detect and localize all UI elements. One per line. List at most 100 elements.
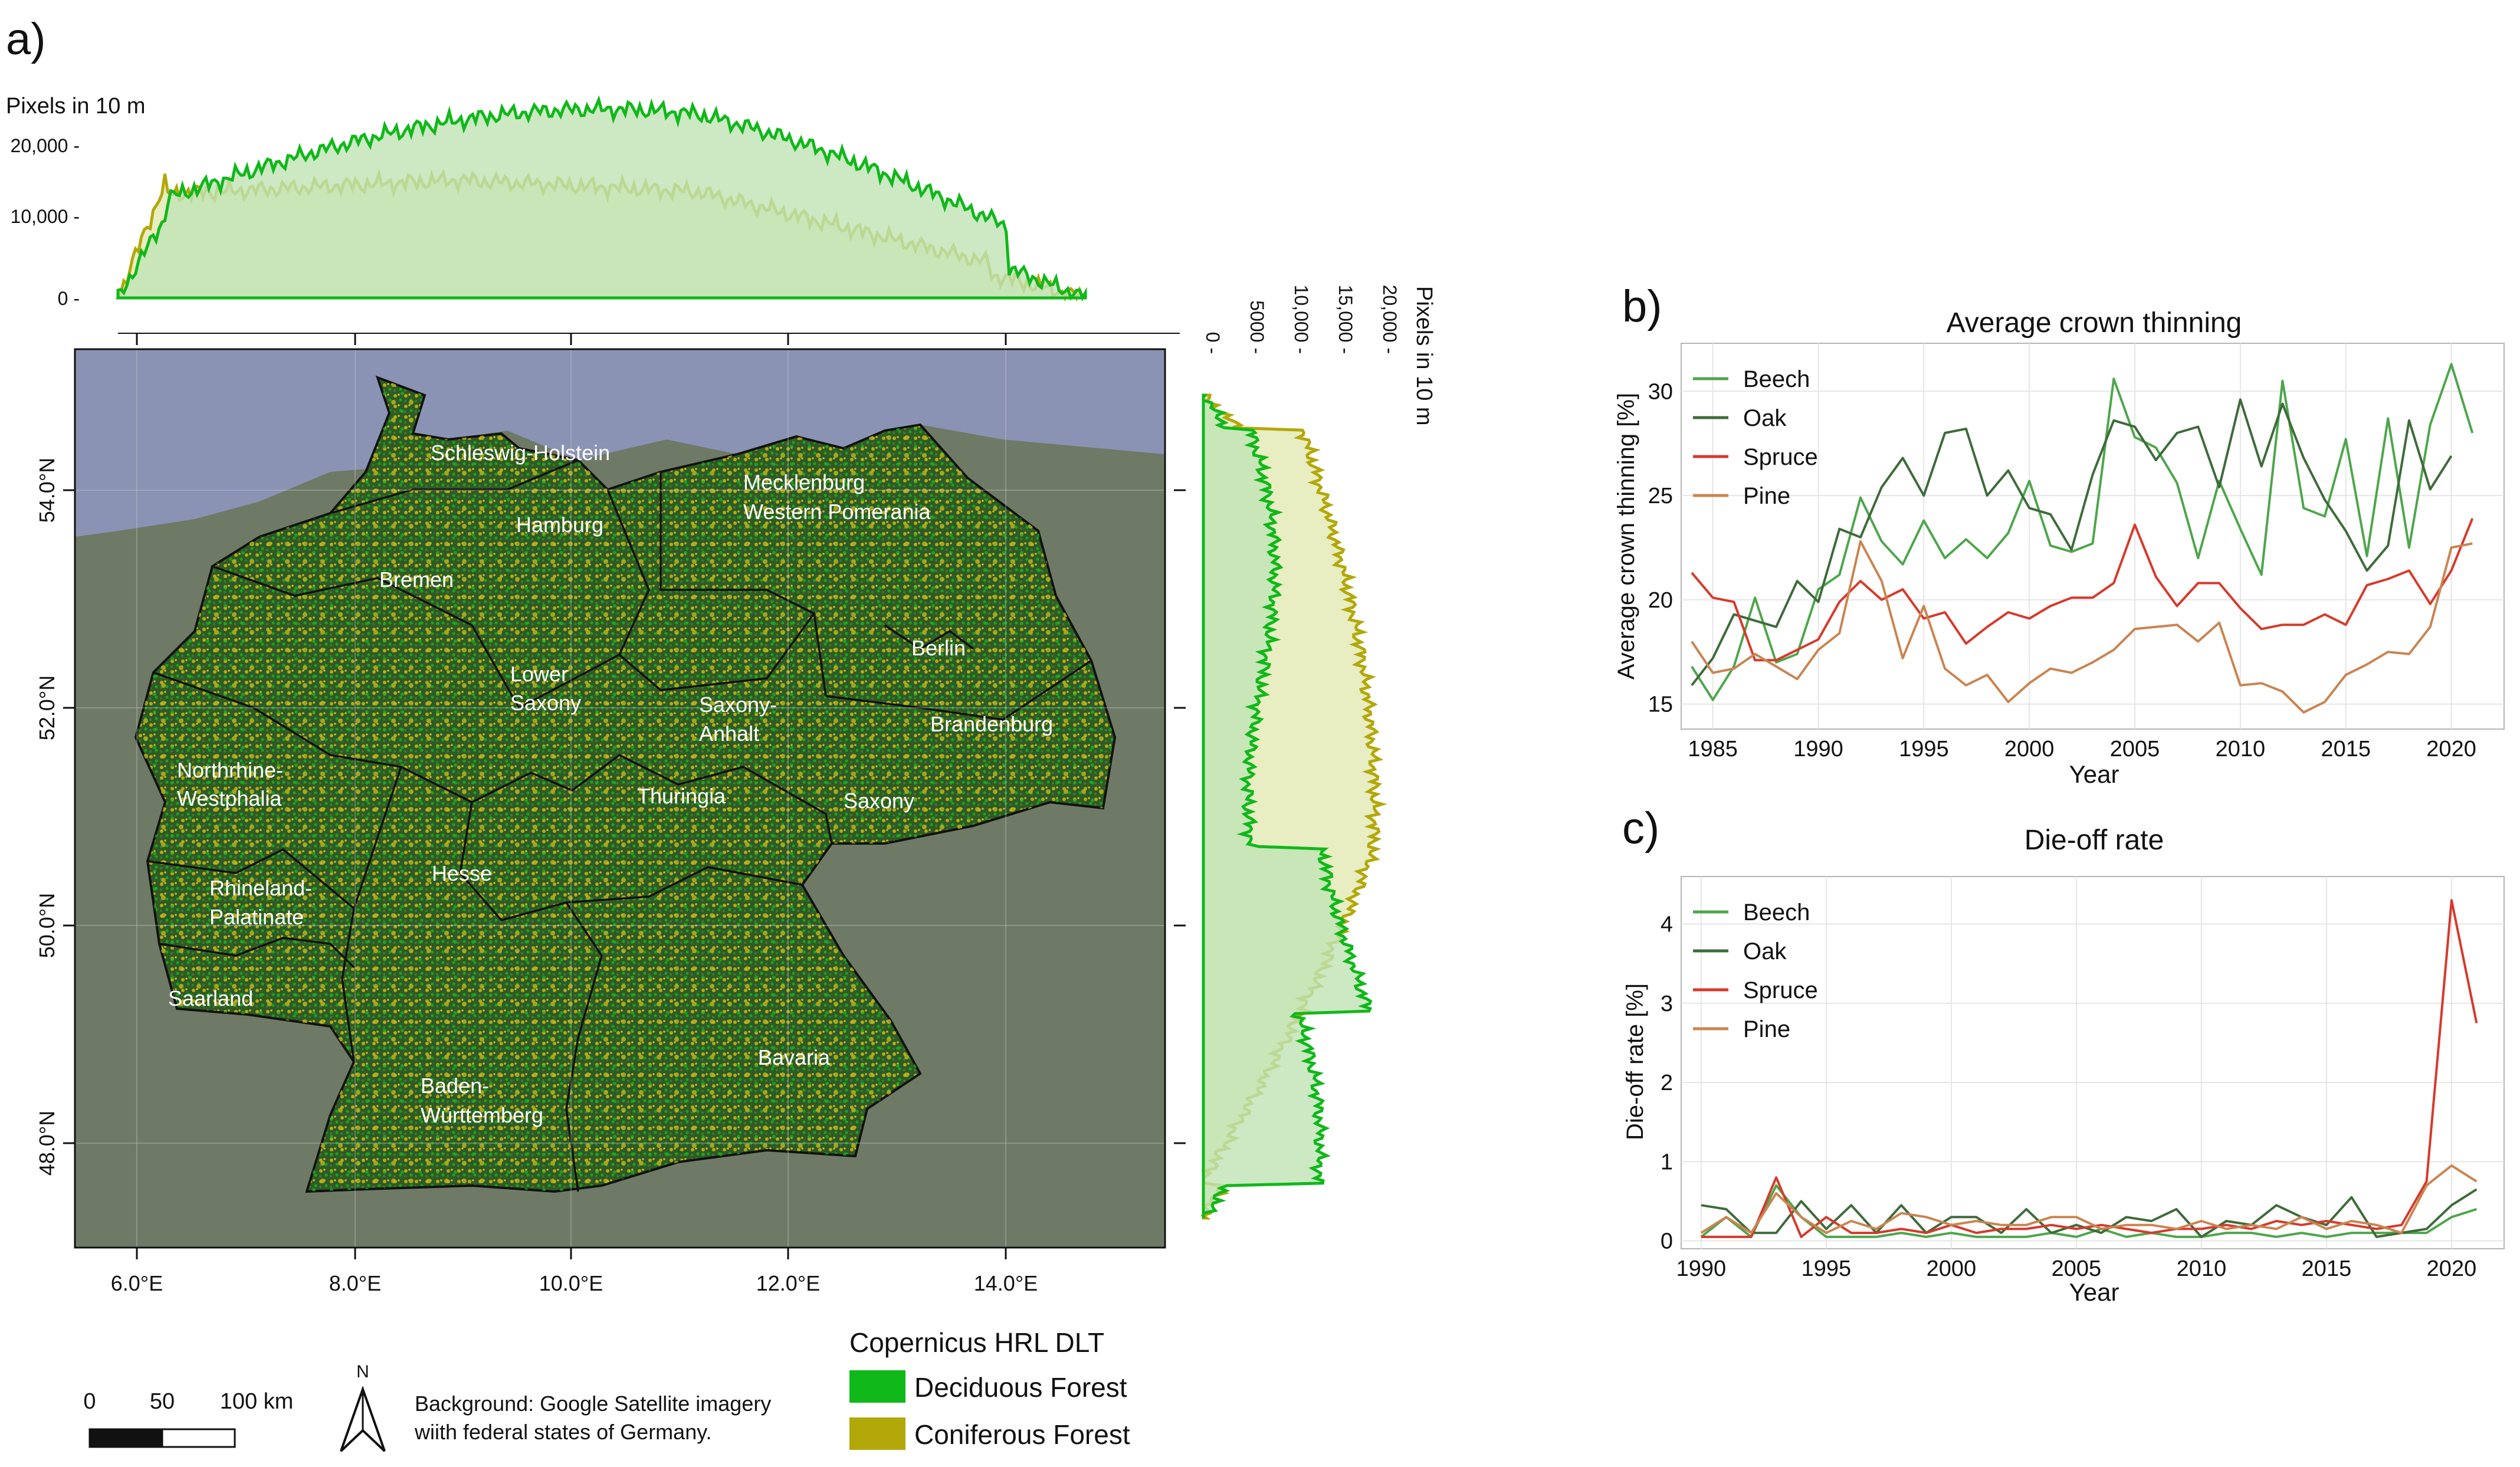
- scale-bar-black: [88, 1428, 163, 1448]
- state-label-hamburg: Hamburg: [516, 513, 603, 537]
- top-histogram-label: Pixels in 10 m: [6, 94, 146, 119]
- state-label-berlin: Berlin: [911, 636, 966, 660]
- x-tick-2015: 2015: [2321, 737, 2371, 762]
- y-tick-3: 3: [1661, 992, 1673, 1016]
- right-tick-20000: 20,000 -: [1379, 285, 1400, 354]
- legend-label-beech: Beech: [1743, 366, 1810, 392]
- right-tick-15000: 15,000 -: [1335, 285, 1356, 354]
- legend-label-beech: Beech: [1743, 900, 1810, 926]
- x-tick-2000: 2000: [1927, 1256, 1977, 1281]
- series-line-spruce: [1701, 899, 2478, 1238]
- scale-label-0: 0: [83, 1389, 96, 1414]
- panel-label-a: a): [6, 14, 46, 64]
- top-tick-0: 0 -: [58, 288, 80, 309]
- x-tick-2010: 2010: [2177, 1256, 2227, 1281]
- panel-label-c: c): [1622, 803, 1659, 854]
- state-label-rhineland: Rhineland-: [209, 876, 312, 900]
- legend-label-spruce: Spruce: [1743, 444, 1818, 470]
- y-tick-2: 2: [1661, 1071, 1673, 1095]
- chart-c-title: Die-off rate: [2024, 825, 2164, 856]
- x-tick-2005: 2005: [2110, 737, 2160, 762]
- series-line-pine: [1691, 540, 2473, 714]
- x-tick-1995: 1995: [1802, 1256, 1852, 1281]
- chart-b-y-ticks: 15 20 25 30: [1648, 379, 1673, 717]
- legend-label-coniferous: Coniferous Forest: [914, 1419, 1130, 1450]
- state-label-hesse: Hesse: [432, 861, 492, 885]
- state-label-westphalia: Westphalia: [177, 786, 282, 810]
- germany-forest-overlay: [136, 378, 1115, 1192]
- chart-c-grid: [1681, 877, 2504, 1249]
- state-label-wuerttemberg: Württemberg: [421, 1103, 543, 1127]
- state-label-saxony-anhalt-2: Anhalt: [699, 721, 759, 746]
- legend-label-pine: Pine: [1743, 1016, 1790, 1042]
- map-legend: Copernicus HRL DLT Deciduous Forest Coni…: [849, 1327, 1130, 1450]
- chart-b-grid: [1681, 343, 2504, 729]
- legend-title: Copernicus HRL DLT: [849, 1327, 1104, 1358]
- series-line-spruce: [1691, 518, 2474, 662]
- chart-c-y-ticks: 0 1 2 3 4: [1661, 913, 1673, 1254]
- chart-c-lines: [1700, 899, 2478, 1238]
- state-label-western-pomerania: Western Pomerania: [743, 500, 931, 524]
- state-label-lower: Lower: [510, 662, 568, 686]
- panel-label-b: b): [1622, 281, 1662, 332]
- top-histogram: Pixels in 10 m 20,000 - 10,000 - 0 -: [6, 94, 1087, 309]
- chart-b-lines: [1691, 363, 2474, 714]
- right-histogram-label: Pixels in 10 m: [1412, 286, 1436, 426]
- background-note-line1: Background: Google Satellite imagery: [415, 1391, 771, 1416]
- lon-tick-8: 8.0°E: [329, 1271, 381, 1295]
- x-tick-2020: 2020: [2427, 1256, 2477, 1281]
- map-frame: [74, 348, 1166, 1249]
- series-line-beech: [1700, 1184, 2478, 1238]
- scale-bar: 0 50 100 km: [83, 1389, 293, 1448]
- legend-label-spruce: Spruce: [1743, 977, 1818, 1003]
- background-note-line2: wiith federal states of Germany.: [414, 1420, 712, 1444]
- state-label-brandenburg: Brandenburg: [930, 712, 1053, 736]
- x-tick-2015: 2015: [2302, 1256, 2352, 1281]
- lat-tick-labels: 54.0°N 52.0°N 50.0°N 48.0°N: [35, 458, 59, 1176]
- north-arrow: N: [340, 1362, 386, 1452]
- lon-tick-10: 10.0°E: [539, 1271, 603, 1295]
- state-label-thuringia: Thuringia: [637, 784, 726, 808]
- chart-b-x-ticks: 1985 1990 1995 2000 2005 2010 2015 2020: [1688, 737, 2476, 762]
- x-tick-1990: 1990: [1676, 1256, 1727, 1281]
- crown-thinning-chart: Average crown thinning 15 20 25 30 1985 1990…: [1613, 307, 2505, 788]
- top-tick-10000: 10,000 -: [11, 206, 80, 227]
- right-tick-0: 0 -: [1202, 332, 1223, 354]
- series-line-oak: [1701, 1188, 2478, 1238]
- chart-c-legend: Beech Oak Spruce Pine: [1693, 900, 1818, 1042]
- state-labels: Schleswig-Holstein Hamburg Mecklenburg W…: [168, 441, 1053, 1127]
- state-label-palatinate: Palatinate: [209, 905, 304, 929]
- x-tick-1995: 1995: [1899, 737, 1949, 762]
- chart-b-title: Average crown thinning: [1947, 307, 2242, 339]
- scale-bar-white: [161, 1428, 236, 1448]
- state-label-saxony-lower: Saxony: [510, 691, 581, 715]
- legend-swatch-coniferous: [849, 1417, 905, 1450]
- sea-area: [75, 349, 1165, 537]
- x-tick-2005: 2005: [2052, 1256, 2102, 1281]
- series-line-oak: [1691, 398, 2453, 687]
- chart-b-y-label: Average crown thinning [%]: [1613, 393, 1639, 680]
- chart-c-x-ticks: 1990 1995 2000 2005 2010 2015 2020: [1676, 1256, 2477, 1281]
- state-label-schleswig-holstein: Schleswig-Holstein: [431, 441, 610, 465]
- x-tick-1985: 1985: [1688, 737, 1738, 762]
- lon-tick-6: 6.0°E: [111, 1271, 163, 1295]
- map-panel: Schleswig-Holstein Hamburg Mecklenburg W…: [35, 333, 1186, 1295]
- legend-label-oak: Oak: [1743, 938, 1787, 964]
- y-tick-1: 1: [1661, 1150, 1673, 1174]
- chart-c-y-label: Die-off rate [%]: [1622, 983, 1648, 1140]
- chart-c-plot-area: [1681, 876, 2505, 1249]
- scale-label-50: 50: [150, 1389, 175, 1414]
- legend-label-pine: Pine: [1743, 483, 1790, 509]
- chart-b-x-label: Year: [2069, 760, 2119, 788]
- state-label-saxony: Saxony: [844, 789, 914, 813]
- legend-label-deciduous: Deciduous Forest: [914, 1372, 1127, 1403]
- top-tick-20000: 20,000 -: [11, 135, 80, 156]
- lon-tick-labels: 6.0°E 8.0°E 10.0°E 12.0°E 14.0°E: [111, 1271, 1038, 1295]
- y-tick-30: 30: [1648, 379, 1673, 404]
- state-label-bremen: Bremen: [379, 567, 454, 592]
- y-tick-25: 25: [1648, 484, 1673, 508]
- y-tick-15: 15: [1648, 693, 1673, 717]
- x-tick-1990: 1990: [1793, 737, 1843, 762]
- legend-label-oak: Oak: [1743, 405, 1787, 431]
